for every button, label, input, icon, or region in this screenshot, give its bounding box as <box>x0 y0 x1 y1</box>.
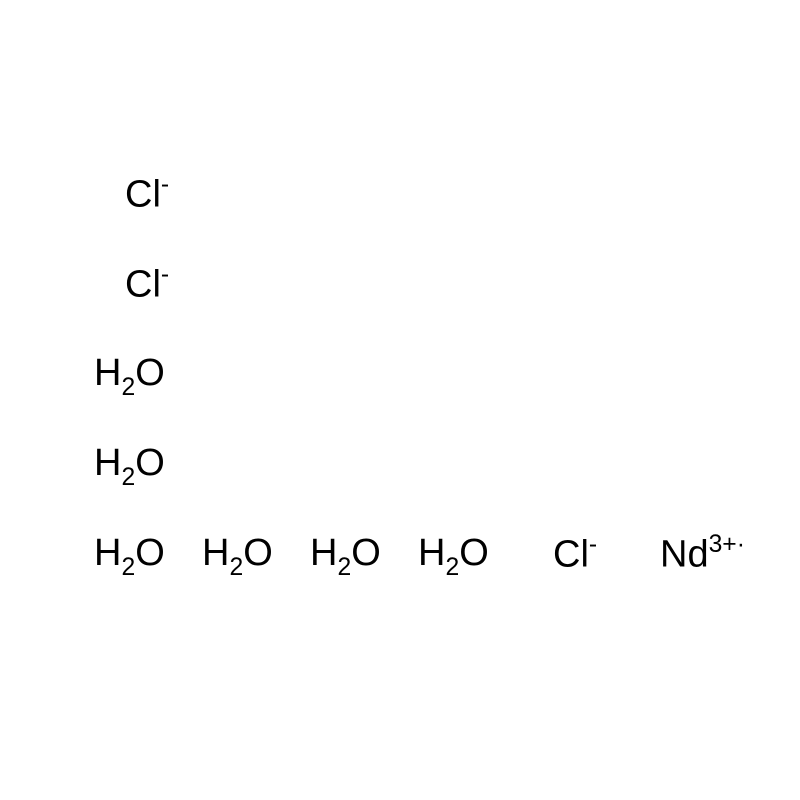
species-h2o-row-2: H2O <box>202 532 273 581</box>
species-cl-row: Cl- <box>553 532 597 577</box>
species-h2o-col-2: H2O <box>94 442 165 491</box>
species-cl-top-1: Cl- <box>125 172 169 217</box>
species-nd: Nd3+· <box>660 532 745 577</box>
species-h2o-row-1: H2O <box>94 532 165 581</box>
species-cl-top-2: Cl- <box>125 262 169 307</box>
species-h2o-row-3: H2O <box>310 532 381 581</box>
species-h2o-col-1: H2O <box>94 352 165 401</box>
species-h2o-row-4: H2O <box>418 532 489 581</box>
